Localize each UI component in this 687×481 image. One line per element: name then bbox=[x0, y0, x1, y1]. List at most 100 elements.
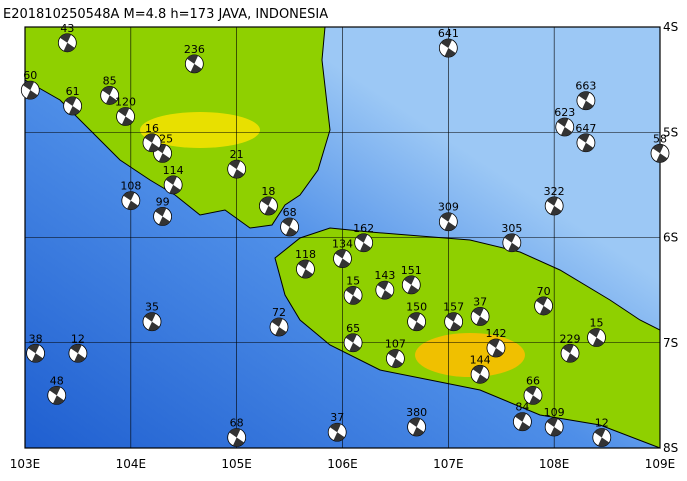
focal-mechanism bbox=[327, 422, 347, 442]
frame bbox=[24, 26, 661, 449]
focal-mechanism bbox=[343, 285, 363, 305]
focal-mechanism bbox=[502, 233, 522, 253]
depth-label: 65 bbox=[346, 322, 360, 335]
focal-mechanism bbox=[47, 385, 67, 405]
compression-quadrant bbox=[409, 417, 425, 436]
lon-label: 106E bbox=[327, 457, 358, 471]
focal-mechanism bbox=[407, 312, 426, 332]
compression-quadrant bbox=[472, 307, 488, 326]
depth-label: 72 bbox=[272, 306, 286, 319]
depth-label: 380 bbox=[406, 406, 427, 419]
compression-quadrant bbox=[472, 365, 488, 384]
depth-label: 61 bbox=[66, 85, 80, 98]
depth-label: 150 bbox=[406, 301, 427, 314]
focal-mechanism bbox=[63, 96, 83, 116]
compression-quadrant bbox=[123, 191, 139, 210]
lat-label: 6S bbox=[663, 231, 678, 245]
depth-label: 151 bbox=[401, 264, 422, 277]
depth-label: 35 bbox=[145, 301, 159, 314]
focal-mechanism bbox=[354, 233, 374, 253]
depth-label: 118 bbox=[295, 248, 316, 261]
lon-label: 104E bbox=[116, 457, 147, 471]
depth-label: 229 bbox=[560, 332, 581, 345]
depth-label: 162 bbox=[353, 222, 374, 235]
lat-label: 8S bbox=[663, 441, 678, 455]
focal-mechanism bbox=[68, 343, 88, 363]
lon-label: 107E bbox=[433, 457, 464, 471]
depth-label: 134 bbox=[332, 238, 353, 251]
compression-quadrant bbox=[65, 96, 81, 115]
lon-label: 108E bbox=[539, 457, 570, 471]
depth-label: 70 bbox=[537, 285, 551, 298]
focal-mechanism bbox=[184, 54, 204, 74]
compression-quadrant bbox=[356, 233, 372, 252]
compression-quadrant bbox=[652, 144, 668, 163]
focal-mechanism bbox=[407, 417, 426, 437]
focal-mechanism bbox=[296, 259, 315, 279]
lat-label: 7S bbox=[663, 336, 678, 350]
compression-quadrant bbox=[546, 196, 562, 215]
compression-quadrant bbox=[229, 160, 245, 179]
depth-label: 68 bbox=[230, 416, 244, 429]
compression-quadrant bbox=[578, 91, 594, 110]
depth-label: 108 bbox=[120, 180, 141, 193]
compression-quadrant bbox=[387, 349, 403, 368]
depth-label: 143 bbox=[374, 269, 395, 282]
lat-label: 4S bbox=[663, 20, 678, 34]
focal-mechanism bbox=[544, 196, 564, 216]
focal-mechanism bbox=[544, 417, 564, 437]
focal-mechanism bbox=[438, 38, 458, 58]
compression-quadrant bbox=[282, 217, 298, 236]
compression-quadrant bbox=[536, 296, 552, 315]
depth-label: 663 bbox=[575, 80, 596, 93]
focal-mechanism bbox=[513, 412, 532, 432]
compression-quadrant bbox=[118, 107, 133, 126]
focal-mechanism bbox=[333, 249, 352, 268]
compression-quadrant bbox=[409, 312, 425, 331]
lon-label: 105E bbox=[221, 457, 252, 471]
focal-mechanism bbox=[444, 312, 464, 332]
focal-mechanism bbox=[401, 275, 421, 295]
depth-label: 48 bbox=[50, 374, 64, 387]
focal-mechanism bbox=[227, 159, 247, 179]
depth-label: 15 bbox=[346, 274, 360, 287]
compression-quadrant bbox=[403, 275, 419, 294]
compression-quadrant bbox=[49, 386, 65, 405]
depth-label: 322 bbox=[544, 185, 565, 198]
compression-quadrant bbox=[28, 344, 44, 363]
focal-mechanism bbox=[227, 428, 247, 447]
compression-quadrant bbox=[546, 417, 562, 436]
compression-quadrant bbox=[345, 286, 361, 305]
focal-mechanism bbox=[153, 207, 172, 226]
focal-mechanism bbox=[592, 428, 612, 447]
depth-label: 142 bbox=[485, 327, 506, 340]
depth-label: 68 bbox=[283, 206, 297, 219]
depth-label: 641 bbox=[438, 27, 459, 40]
depth-label: 236 bbox=[184, 43, 205, 56]
compression-quadrant bbox=[377, 281, 393, 300]
depth-label: 114 bbox=[163, 164, 184, 177]
focal-mechanism bbox=[26, 343, 45, 363]
compression-quadrant bbox=[594, 428, 610, 447]
focal-mechanism bbox=[20, 80, 40, 100]
focal-mechanism bbox=[555, 117, 575, 137]
focal-mechanism bbox=[576, 133, 596, 153]
compression-quadrant bbox=[59, 33, 75, 52]
depth-label: 12 bbox=[595, 416, 609, 429]
focal-mechanism bbox=[386, 349, 405, 368]
compression-quadrant bbox=[22, 81, 38, 100]
focal-mechanism bbox=[343, 333, 363, 353]
depth-label: 623 bbox=[554, 106, 575, 119]
depth-label: 120 bbox=[115, 95, 136, 108]
compression-quadrant bbox=[440, 39, 456, 58]
compression-quadrant bbox=[488, 339, 504, 358]
highland bbox=[140, 112, 260, 148]
compression-quadrant bbox=[335, 249, 350, 268]
depth-label: 144 bbox=[470, 353, 491, 366]
compression-quadrant bbox=[70, 344, 86, 363]
focal-mechanism bbox=[142, 133, 162, 153]
depth-label: 21 bbox=[230, 148, 244, 161]
depth-label: 60 bbox=[23, 69, 37, 82]
compression-quadrant bbox=[186, 54, 202, 73]
